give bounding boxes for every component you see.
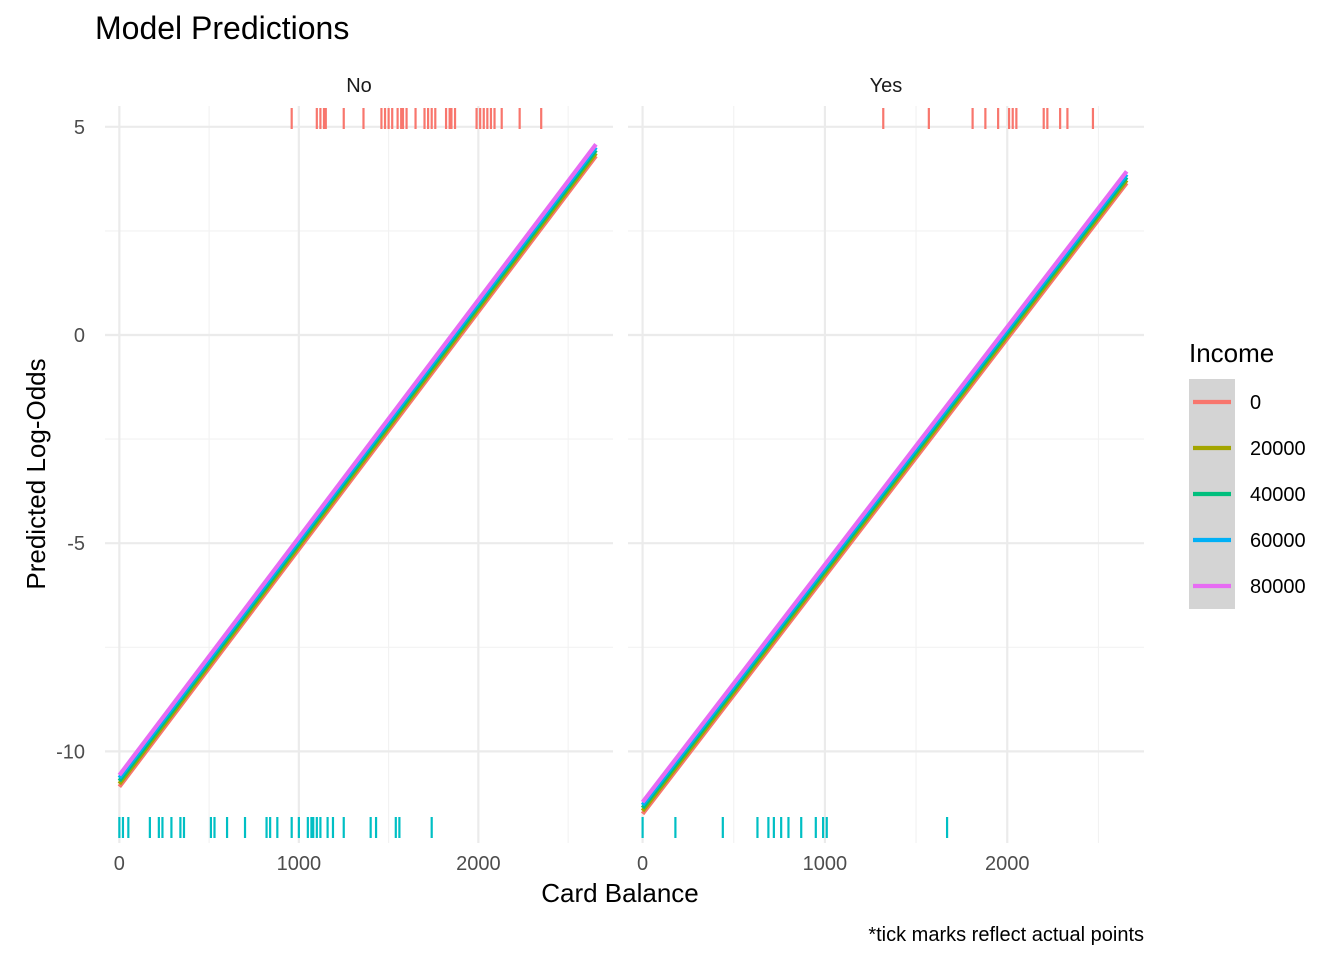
facet-label: Yes xyxy=(870,75,903,97)
y-tick-label: -5 xyxy=(67,533,85,555)
legend-label: 0 xyxy=(1250,392,1261,414)
facet-panel-yes: Yes 0 1000 2000 xyxy=(628,75,1144,875)
x-tick-label: 1000 xyxy=(803,853,848,875)
facet-panels: No 0 1000 2000 5 0 -5 -10 Yes 0 1000 2000 xyxy=(56,75,1144,875)
x-tick-label: 2000 xyxy=(456,853,501,875)
y-tick-label: -10 xyxy=(56,741,85,763)
chart-title: Model Predictions xyxy=(95,10,349,46)
y-tick-label: 0 xyxy=(74,325,85,347)
x-tick-label: 0 xyxy=(637,853,648,875)
legend-label: 60000 xyxy=(1250,530,1306,552)
facet-panel-no: No 0 1000 2000 5 0 -5 -10 xyxy=(56,75,613,875)
x-tick-label: 1000 xyxy=(277,853,322,875)
legend-title: Income xyxy=(1189,338,1274,368)
y-axis-title: Predicted Log-Odds xyxy=(21,358,51,589)
legend-items: 0 20000 40000 60000 80000 xyxy=(1193,392,1306,598)
legend: Income 0 20000 40000 60000 80000 xyxy=(1189,338,1306,609)
legend-label: 20000 xyxy=(1250,438,1306,460)
series-line-income-80000 xyxy=(640,170,1129,804)
legend-label: 40000 xyxy=(1250,484,1306,506)
chart-caption: *tick marks reflect actual points xyxy=(868,924,1144,946)
x-tick-label: 2000 xyxy=(985,853,1030,875)
x-tick-label: 0 xyxy=(114,853,125,875)
facet-label: No xyxy=(346,75,372,97)
y-tick-label: 5 xyxy=(74,117,85,139)
x-axis-title: Card Balance xyxy=(541,878,699,908)
series-line-income-80000 xyxy=(117,143,598,777)
legend-label: 80000 xyxy=(1250,576,1306,598)
